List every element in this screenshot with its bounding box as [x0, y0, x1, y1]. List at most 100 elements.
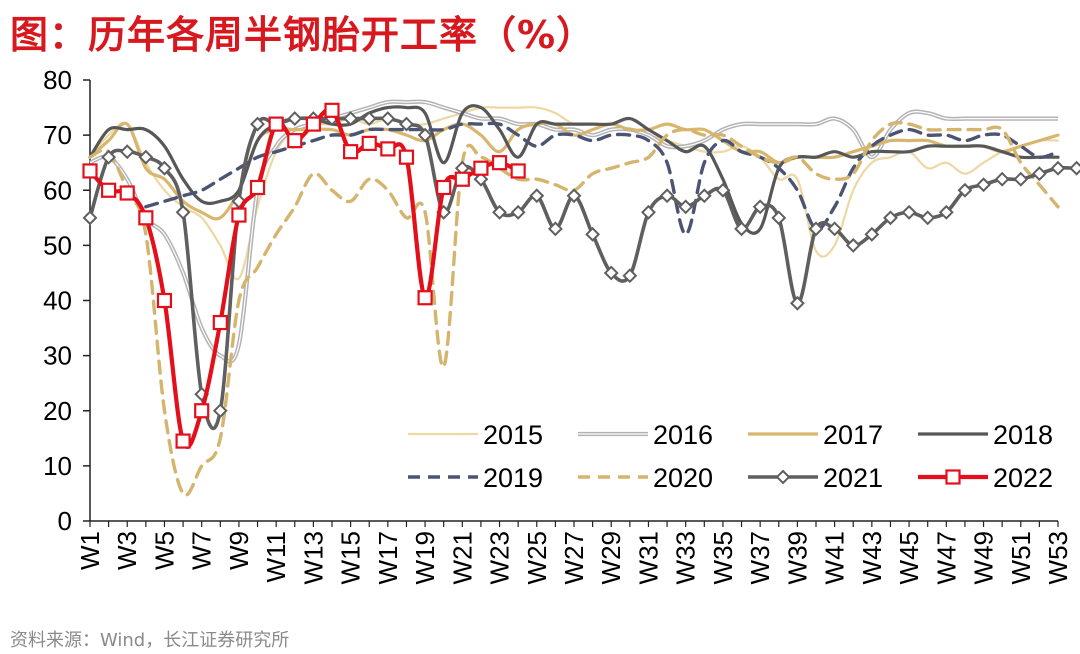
point-2022-13: [305, 116, 321, 132]
point-2022-17: [380, 141, 396, 157]
legend-label: 2021: [823, 463, 883, 493]
series-2018: [88, 104, 1060, 235]
point-2021-19: [417, 127, 433, 143]
point-2022-18: [398, 149, 415, 165]
point-2021-27: [566, 188, 582, 204]
x-tick-label: W23: [485, 531, 515, 584]
x-tick-label: W35: [708, 531, 738, 584]
point-2021-15: [343, 111, 359, 127]
point-2021-54: [1069, 160, 1080, 176]
point-2022-12: [287, 133, 303, 149]
point-2022-20: [436, 179, 452, 196]
point-2022-21: [454, 171, 470, 187]
point-2021-30: [622, 268, 638, 284]
point-2022-1: [82, 163, 98, 179]
point-2022-16: [361, 135, 377, 151]
point-2021-37: [752, 199, 768, 215]
chart-title: 图：历年各周半钢胎开工率（%）: [10, 13, 596, 57]
legend-label: 2016: [653, 420, 713, 450]
point-2021-44: [883, 210, 898, 226]
x-tick-label: W25: [522, 531, 552, 584]
x-tick-label: W9: [224, 531, 254, 570]
legend-label: 2017: [823, 420, 883, 450]
legend-label: 2015: [483, 420, 543, 450]
chart-legend: 2015 2016 2017 2018 2019 2020 2021 2022: [408, 420, 1053, 493]
x-tick-label: W7: [187, 531, 217, 570]
point-2021-4: [138, 149, 154, 165]
point-2021-45: [901, 204, 917, 220]
x-tick-label: W29: [596, 531, 626, 584]
x-tick-label: W47: [931, 531, 961, 584]
x-tick-label: W17: [373, 531, 403, 584]
x-tick-label: W31: [633, 531, 663, 584]
point-2021-51: [1013, 171, 1029, 187]
x-tick-label: W43: [857, 531, 887, 584]
y-tick-label: 20: [43, 396, 72, 426]
point-2021-50: [994, 171, 1010, 187]
legend-item-2020: 2020: [578, 463, 713, 493]
point-2021-25: [529, 188, 545, 204]
point-2021-23: [492, 204, 507, 220]
legend-label: 2020: [653, 463, 713, 493]
y-tick-label: 40: [43, 286, 72, 316]
legend-item-2016: 2016: [578, 420, 713, 450]
x-tick-label: W11: [261, 531, 291, 583]
point-2021-2: [101, 149, 117, 165]
point-2021-6: [175, 204, 191, 220]
point-2021-46: [920, 210, 936, 226]
x-tick-label: W33: [671, 531, 701, 584]
point-2022-15: [343, 144, 359, 160]
point-2021-38: [771, 210, 787, 226]
point-2022-11: [268, 116, 284, 132]
y-tick-label: 0: [58, 506, 72, 536]
legend-label: 2022: [993, 463, 1053, 493]
point-2021-3: [119, 144, 135, 160]
y-tick-label: 10: [43, 451, 72, 481]
point-2022-23: [491, 155, 508, 171]
legend-item-2021: 2021: [748, 463, 883, 493]
point-2021-12: [287, 111, 303, 127]
point-2021-40: [808, 221, 824, 237]
series-2020: [88, 120, 1060, 497]
y-tick-label: 80: [43, 65, 72, 95]
point-2022-24: [510, 163, 526, 179]
source-note: 资料来源：Wind，长江证券研究所: [10, 630, 290, 651]
point-2021-43: [864, 226, 880, 242]
point-2021-8: [212, 403, 228, 419]
series-line-2018: [88, 104, 1060, 235]
series-line-2020: [88, 120, 1060, 497]
point-2022-3: [119, 185, 135, 201]
point-2021-16: [361, 111, 377, 127]
legend-marker: [775, 469, 791, 485]
x-tick-label: W41: [820, 531, 850, 584]
point-2021-32: [659, 188, 675, 204]
point-2022-10: [249, 179, 266, 196]
point-2022-22: [473, 160, 489, 176]
point-2021-42: [845, 237, 861, 253]
point-2021-26: [547, 221, 563, 237]
point-2021-5: [157, 160, 172, 176]
x-tick-label: W37: [745, 531, 775, 584]
x-tick-label: W5: [149, 531, 179, 570]
point-2021-53: [1050, 160, 1066, 176]
y-tick-label: 50: [43, 230, 72, 260]
x-tick-label: W53: [1043, 531, 1073, 584]
legend-label: 2018: [993, 420, 1053, 450]
series-2016: [89, 99, 1059, 364]
legend-marker: [945, 469, 961, 485]
point-2021-49: [976, 177, 991, 193]
x-tick-label: W13: [298, 531, 328, 584]
legend-item-2019: 2019: [408, 463, 543, 493]
y-tick-label: 60: [43, 175, 72, 205]
x-tick-label: W3: [112, 531, 142, 570]
y-tick-label: 70: [43, 120, 72, 150]
point-2021-34: [696, 188, 712, 204]
legend-item-2022: 2022: [918, 463, 1053, 493]
series-2022: [82, 102, 526, 450]
plot-area: [82, 99, 1080, 497]
point-2022-5: [156, 292, 173, 309]
point-2021-22: [473, 171, 489, 187]
legend-label: 2019: [483, 463, 543, 493]
